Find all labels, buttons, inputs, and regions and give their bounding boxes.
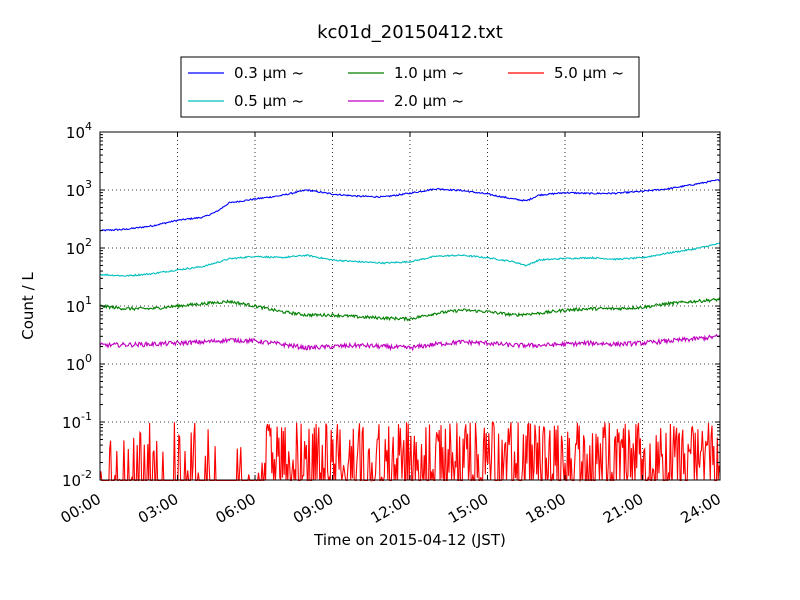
y-axis-label: Count / L (19, 272, 37, 340)
legend-label: 1.0 μm ~ (394, 64, 464, 82)
legend: 0.3 μm ~ 0.5 μm ~ 1.0 μm ~ 2.0 μm ~ 5.0 μm ~ (180, 56, 640, 118)
x-tick-label: 00:00 (58, 490, 104, 527)
series-line (99, 178, 721, 232)
x-tick-label: 03:00 (135, 490, 181, 527)
x-tick-label: 15:00 (445, 490, 491, 527)
series-line (100, 242, 721, 277)
x-tick-label: 12:00 (368, 490, 414, 527)
x-tick-label: 09:00 (290, 490, 336, 527)
x-tick-label: 06:00 (213, 490, 259, 527)
y-tick-label: 102 (66, 236, 92, 258)
legend-label: 5.0 μm ~ (554, 64, 624, 82)
grid (100, 132, 720, 480)
y-tick-label: 100 (66, 352, 92, 374)
y-axis: 10-2 10-1 100 101 102 103 104 (62, 120, 720, 490)
y-tick-label: 10-1 (62, 410, 92, 432)
y-tick-label: 104 (66, 120, 92, 142)
chart-title: kc01d_20150412.txt (317, 22, 503, 43)
series-line (99, 421, 721, 483)
y-tick-label: 10-2 (62, 468, 92, 490)
legend-box (180, 56, 640, 118)
series-line (99, 333, 721, 352)
legend-label: 0.3 μm ~ (234, 64, 304, 82)
x-tick-label: 21:00 (600, 490, 646, 527)
series-layer (99, 178, 721, 483)
y-tick-label: 103 (66, 178, 92, 200)
x-tick-label: 24:00 (678, 490, 724, 527)
legend-label: 0.5 μm ~ (234, 92, 304, 110)
x-tick-label: 18:00 (523, 490, 569, 527)
x-axis-label: Time on 2015-04-12 (JST) (313, 531, 506, 549)
series-line (99, 297, 721, 322)
legend-label: 2.0 μm ~ (394, 92, 464, 110)
y-tick-label: 101 (66, 294, 92, 316)
